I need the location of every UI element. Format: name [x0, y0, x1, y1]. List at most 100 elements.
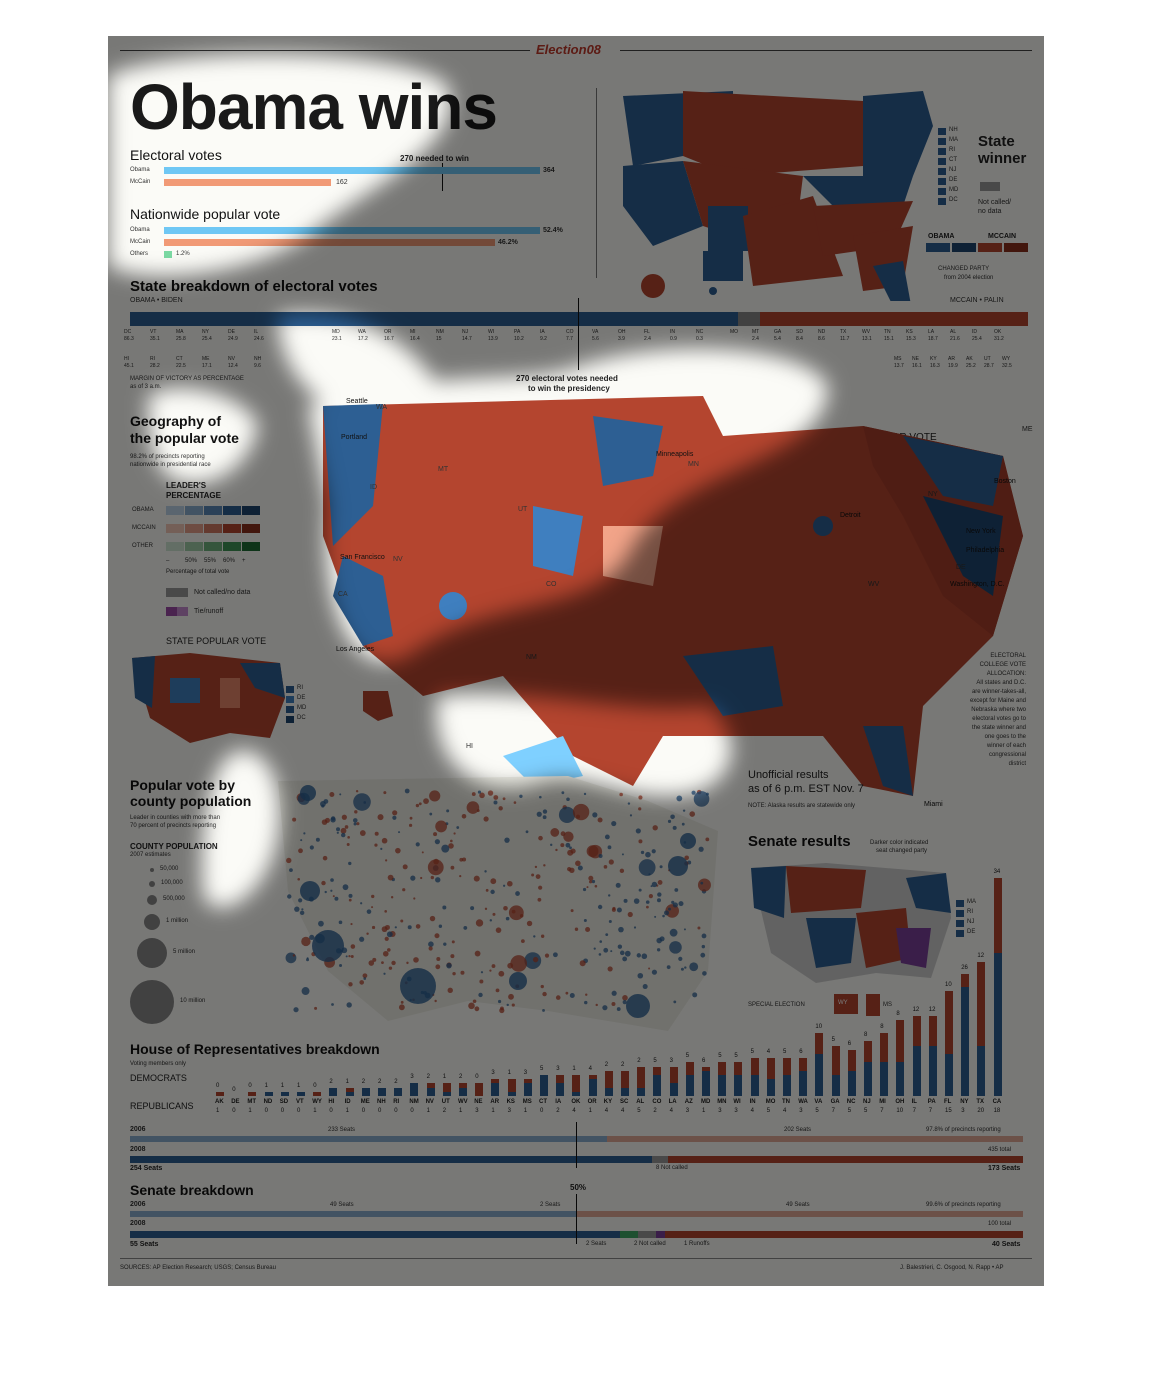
house-rep-bar	[734, 1062, 743, 1075]
house-2006-rep: 202 Seats	[784, 1127, 812, 1133]
house-rep-bar	[750, 1058, 759, 1075]
house-rep-bar	[426, 1083, 435, 1088]
house-dem-count: 2	[637, 1057, 641, 1064]
house-rep-bar	[248, 1091, 257, 1096]
house-dem-bar	[280, 1091, 289, 1096]
house-dem-bar	[864, 1062, 872, 1096]
senate-2006-rep-bar	[576, 1211, 1023, 1217]
house-rep-bar	[799, 1058, 808, 1071]
house-2008-notcalled-bar	[652, 1156, 668, 1163]
house-state-label: IN	[749, 1099, 756, 1105]
house-dem-bar	[264, 1091, 273, 1096]
house-state-label: MI	[879, 1099, 886, 1105]
house-dem-bar	[491, 1083, 500, 1096]
house-dem-bar	[378, 1087, 386, 1096]
house-rep-count: 2	[653, 1108, 657, 1114]
house-state-label: ME	[360, 1099, 370, 1105]
house-dem-count: 2	[604, 1061, 609, 1068]
senate-fifty: 50%	[570, 1183, 587, 1192]
house-rep-count: 2	[556, 1108, 560, 1114]
house-dem-count: 5	[783, 1049, 787, 1056]
house-rep-bar	[669, 1066, 678, 1084]
house-dem-count: 1	[572, 1066, 576, 1072]
house-state-label: VT	[296, 1099, 304, 1105]
house-rep-count: 1	[523, 1108, 528, 1114]
footer-rule	[120, 1258, 1032, 1259]
house-rep-bar	[961, 974, 970, 987]
senate-2008-runoff-bar	[656, 1231, 665, 1238]
house-dem-count: 10	[945, 982, 952, 988]
house-dem-count: 8	[864, 1032, 868, 1039]
house-rep-count: 7	[928, 1108, 933, 1114]
house-rep-bar	[928, 1016, 937, 1046]
house-rep-count: 1	[426, 1108, 430, 1114]
house-state-label: OH	[895, 1099, 905, 1105]
house-rep-count: 1	[459, 1108, 463, 1114]
house-rep-count: 7	[831, 1108, 835, 1114]
house-dem-count: 2	[329, 1078, 333, 1085]
house-rep-bar	[653, 1066, 662, 1075]
house-state-label: MN	[717, 1099, 727, 1105]
house-rep-count: 4	[783, 1108, 787, 1114]
house-dem-bar	[588, 1079, 597, 1096]
house-rep-count: 1	[345, 1108, 349, 1114]
house-rep-bar	[977, 961, 986, 1046]
house-dem-count: 34	[993, 868, 1001, 875]
house-rep-count: 5	[847, 1108, 852, 1114]
senate-total: 100 total	[988, 1221, 1012, 1227]
house-state-label: MT	[247, 1099, 257, 1105]
house-dem-bar	[556, 1083, 565, 1096]
senate-2008-label: 2008	[130, 1220, 146, 1227]
house-rep-bar	[766, 1058, 775, 1080]
house-state-label: SD	[279, 1099, 289, 1105]
house-state-label: AR	[490, 1099, 500, 1105]
house-rep-bar	[523, 1079, 532, 1084]
house-state-label: MS	[522, 1099, 532, 1105]
house-rep-count: 7	[880, 1108, 884, 1114]
house-dem-bar	[685, 1075, 694, 1096]
house-dem-count: 8	[880, 1024, 884, 1030]
house-state-label: KS	[506, 1099, 515, 1105]
house-dem-count: 5	[718, 1053, 722, 1060]
house-state-label: CO	[652, 1099, 662, 1105]
house-rep-count: 4	[572, 1108, 576, 1114]
house-rep-count: 4	[750, 1108, 754, 1114]
house-rep-count: 0	[394, 1108, 398, 1114]
house-2008-notcalled: 8 Not called	[656, 1165, 688, 1171]
house-dem-bar	[702, 1070, 710, 1096]
house-rep-count: 4	[669, 1108, 673, 1114]
house-dem-bar	[880, 1062, 889, 1096]
house-rep-count: 10	[896, 1108, 904, 1114]
house-dem-bar	[669, 1083, 678, 1096]
house-2008-rep-bar	[668, 1156, 1023, 1163]
house-rep-bar	[588, 1075, 597, 1080]
house-dem-count: 6	[799, 1049, 803, 1056]
house-dem-bar	[572, 1091, 581, 1096]
house-dem-bar	[847, 1070, 856, 1096]
house-dem-count: 0	[216, 1082, 220, 1089]
house-dem-bar	[653, 1075, 662, 1096]
house-dem-count: 0	[248, 1082, 252, 1089]
senate-2008-runoffs: 1 Runoffs	[684, 1241, 710, 1247]
house-2006-rep-bar	[607, 1136, 1023, 1142]
house-state-label: TN	[782, 1099, 790, 1105]
house-rep-bar	[718, 1062, 727, 1075]
house-rep-count: 3	[507, 1108, 511, 1114]
house-rep-bar	[459, 1083, 467, 1088]
house-state-label: NH	[377, 1099, 386, 1105]
house-rep-bar	[621, 1070, 629, 1088]
house-state-label: WA	[798, 1099, 808, 1105]
house-state-label: FL	[944, 1099, 952, 1105]
house-rep-count: 5	[815, 1108, 819, 1114]
house-dem-bar	[928, 1045, 937, 1096]
house-rep-bar	[216, 1091, 224, 1096]
house-rep-count: 0	[280, 1108, 285, 1114]
house-rep-count: 4	[621, 1108, 625, 1114]
senate-2008-ind: 2 Seats	[586, 1241, 607, 1247]
footer-credit: J. Balestrieri, C. Osgood, N. Rapp • AP	[900, 1265, 1004, 1271]
house-state-label: SC	[620, 1099, 629, 1105]
house-state-label: VA	[814, 1099, 823, 1105]
house-dem-bar	[523, 1083, 532, 1096]
house-dem-count: 5	[653, 1057, 657, 1064]
house-rep-bar	[685, 1062, 694, 1075]
